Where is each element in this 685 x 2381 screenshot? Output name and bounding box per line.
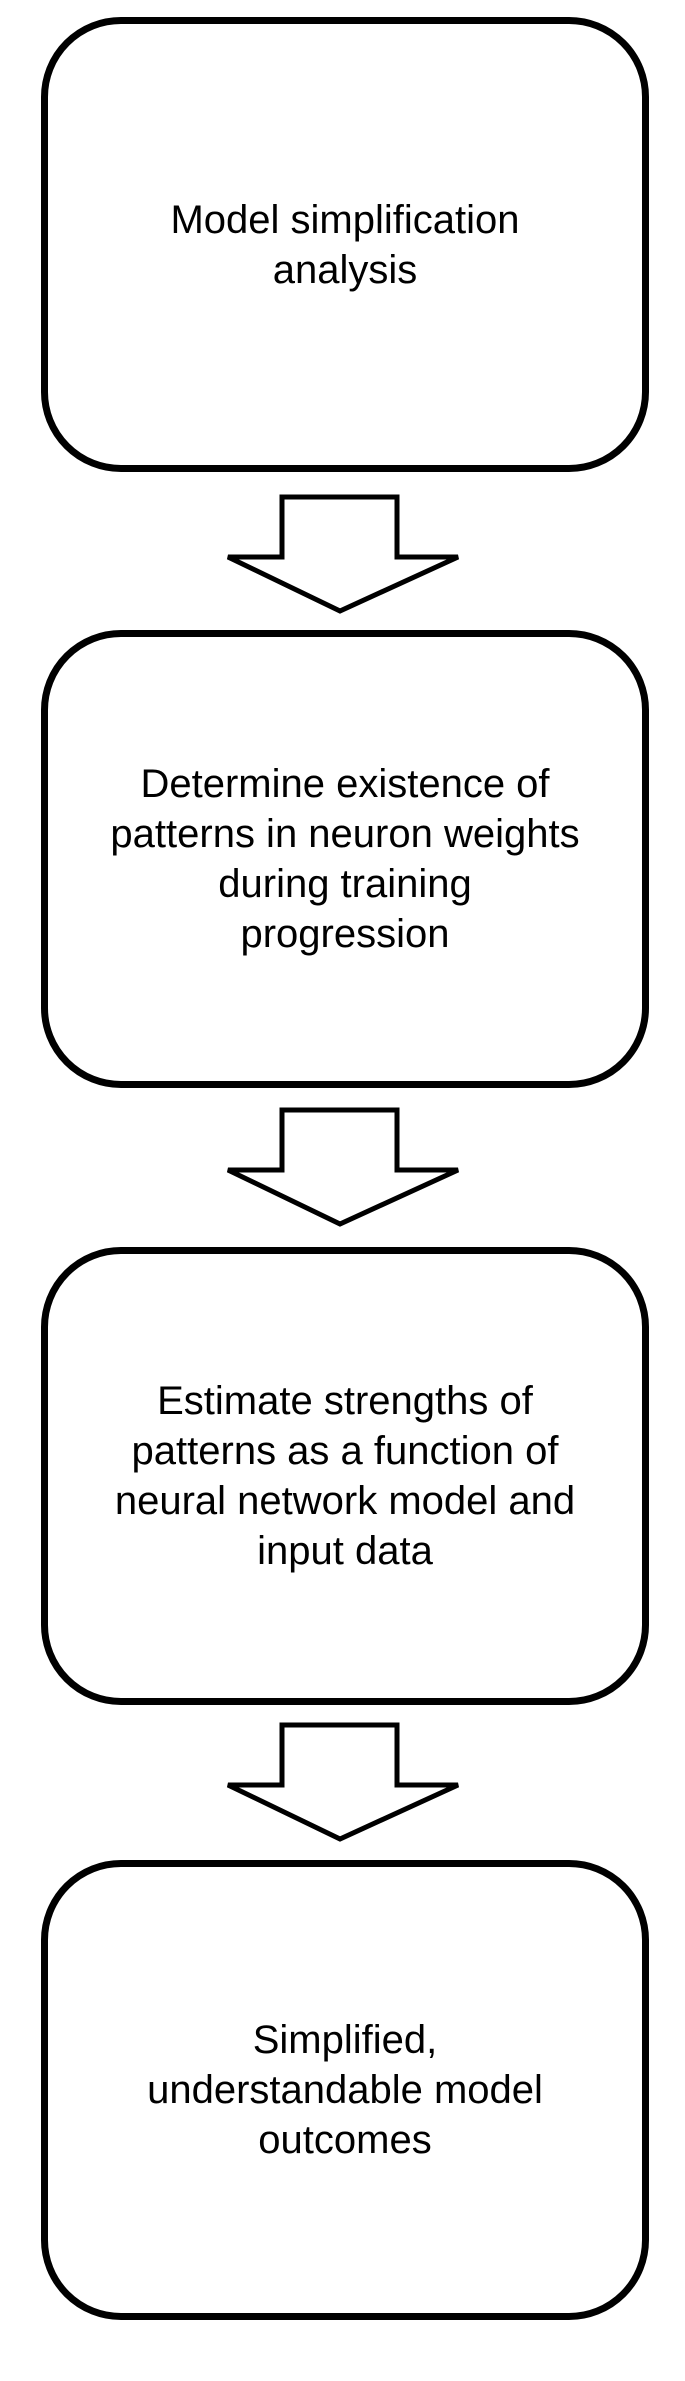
step-3-estimate-strengths: Estimate strengths of patterns as a func… — [41, 1247, 649, 1705]
step-1-model-simplification-analysis: Model simplification analysis — [41, 17, 649, 472]
step-2-determine-patterns: Determine existence of patterns in neuro… — [41, 630, 649, 1088]
step-2-label: Determine existence of patterns in neuro… — [110, 762, 580, 956]
step-3-label: Estimate strengths of patterns as a func… — [114, 1379, 576, 1573]
step-4-simplified-outcomes: Simplified, understandable model outcome… — [41, 1860, 649, 2320]
step-4-label: Simplified, understandable model outcome… — [147, 2018, 543, 2162]
down-arrow-icon — [226, 1107, 460, 1227]
step-1-label: Model simplification analysis — [170, 197, 520, 292]
down-arrow-icon — [226, 1722, 460, 1842]
down-arrow-icon — [226, 494, 460, 614]
